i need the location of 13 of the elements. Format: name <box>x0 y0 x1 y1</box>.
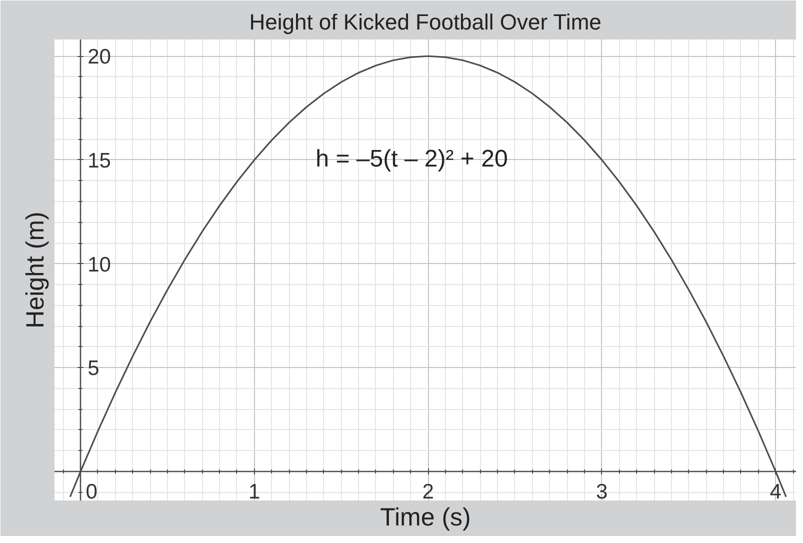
x-tick-label: 4 <box>770 480 782 504</box>
x-axis-title: Time (s) <box>380 504 471 532</box>
y-axis-title: Height (m) <box>22 212 50 328</box>
y-tick-label: 5 <box>88 357 100 380</box>
y-tick-label: 10 <box>88 253 111 276</box>
annotation: h = –5(t – 2)² + 20 <box>316 145 508 172</box>
x-tick-label: 0 <box>86 480 98 504</box>
y-tick-label: 15 <box>88 149 111 172</box>
y-tick-label: 20 <box>88 46 111 69</box>
x-tick-label: 2 <box>422 480 434 504</box>
chart-title: Height of Kicked Football Over Time <box>249 10 602 34</box>
x-tick-label: 1 <box>248 480 260 504</box>
x-tick-label: 3 <box>596 480 608 504</box>
